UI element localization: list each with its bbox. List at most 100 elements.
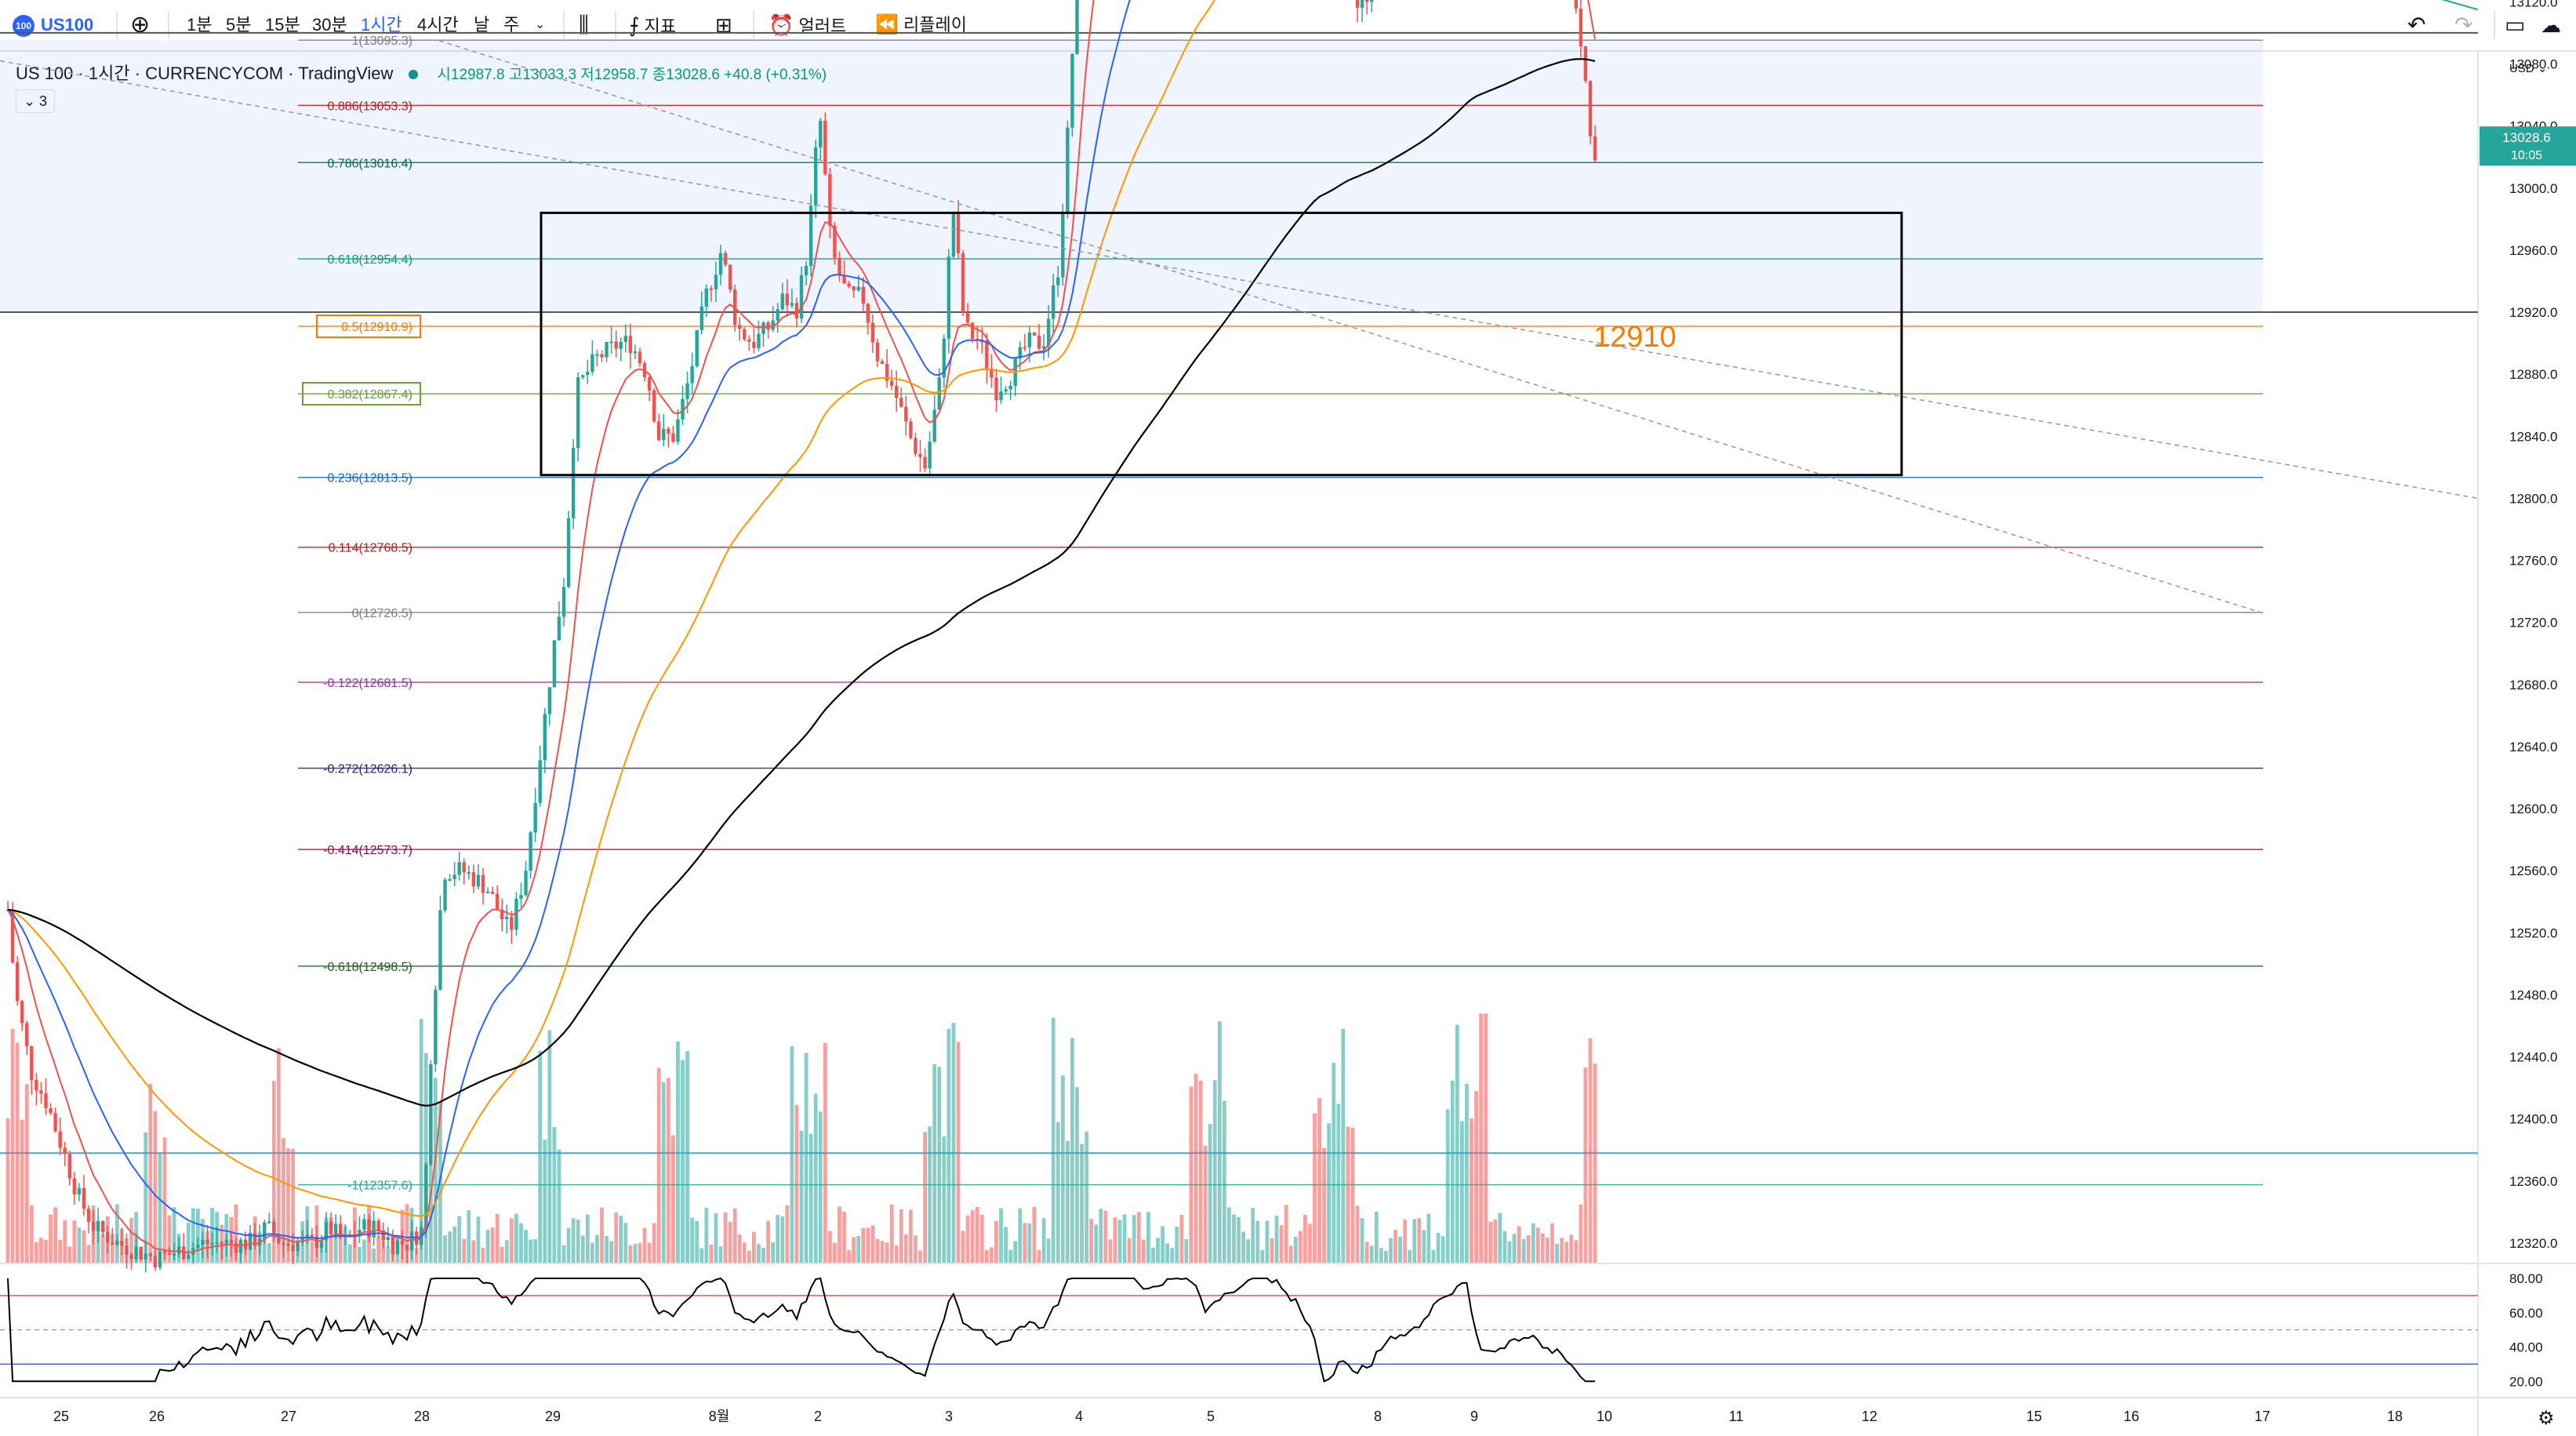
volume-bar [1322,1147,1327,1263]
interval-day[interactable]: 날 [474,15,490,35]
volume-bar [82,1230,86,1263]
indicators-collapse-toggle[interactable]: ⌄ 3 [16,89,55,113]
candle-body [790,303,794,306]
volume-bar [961,1231,965,1263]
volume-bar [481,1247,485,1263]
volume-bar [776,1215,780,1263]
interval-15m[interactable]: 15분 [265,15,300,35]
volume-bar [761,1247,765,1263]
candle-body [243,1239,248,1250]
replay-button[interactable]: ⏪ 리플레이 [875,0,967,50]
time-tick-label: 27 [281,1409,296,1424]
interval-1h[interactable]: 1시간 [361,15,402,35]
price-tick-label: 12960.0 [2509,243,2557,258]
volume-bar [875,1238,880,1263]
volume-bar [661,1082,666,1263]
candle-body [852,286,856,291]
volume-bar [1237,1216,1241,1263]
redo-icon[interactable]: ↷ [2454,13,2473,37]
volume-bar [1060,1075,1065,1263]
volume-bar [485,1229,490,1263]
interval-week[interactable]: 주 [503,15,520,35]
volume-bar [100,1234,105,1263]
volume-bar [277,1048,281,1263]
volume-bar [514,1213,518,1263]
volume-bar [291,1148,295,1263]
volume-bar [395,1236,400,1263]
volume-bar [1488,1222,1493,1263]
volume-bar [1540,1233,1545,1263]
snapshot-icon[interactable]: ☁ [2541,13,2561,37]
candle-body [961,253,965,313]
volume-bar [714,1212,718,1263]
candle-body [1370,0,1374,2]
candle-body [985,340,989,369]
volume-bar [172,1207,176,1263]
candle-body [1061,213,1065,278]
volume-bar [500,1246,504,1263]
volume-bar [1013,1241,1018,1263]
volume-bar [15,1042,20,1263]
chevron-down-icon[interactable]: ⌄ [535,18,546,31]
candle-body [372,1220,376,1238]
volume-bar [585,1214,590,1263]
price-tick-label: 12400.0 [2509,1112,2557,1127]
candle-body [58,1131,62,1148]
layouts-icon[interactable]: ⊞ [715,13,732,37]
volume-bar [1241,1231,1245,1263]
candle-body [875,342,880,362]
price-tick-label: 12440.0 [2509,1050,2557,1065]
time-tick-label: 18 [2387,1409,2403,1424]
volume-bar [571,1218,576,1263]
volume-bar [737,1234,742,1263]
volume-bar [1588,1038,1593,1263]
volume-bar [386,1246,391,1263]
candle-body [490,891,495,894]
candle-body [794,303,799,319]
candle-body [1355,0,1360,8]
volume-bar [614,1212,619,1263]
candle-body [880,361,885,365]
candle-body [310,1234,314,1237]
volume-bar [443,1235,447,1263]
volume-bar [794,1104,799,1263]
candle-body [956,213,961,254]
volume-bar [561,1245,566,1263]
fib-label-box [302,382,421,406]
fullscreen-icon[interactable]: ▭ [2505,13,2526,37]
interval-5m[interactable]: 5분 [226,15,252,35]
volume-bar [324,1217,329,1263]
volume-bar [1080,1143,1084,1263]
rsi-tick-label: 40.00 [2509,1340,2543,1355]
volume-bar [880,1241,885,1263]
volume-bar [1008,1249,1013,1263]
interval-30m[interactable]: 30분 [312,15,347,35]
volume-bar [909,1209,913,1263]
indicator-count: 3 [39,93,48,109]
candle-body [561,587,566,617]
candle-body [718,253,723,275]
volume-bar [310,1241,314,1263]
volume-bar [538,1050,543,1263]
interval-4h[interactable]: 4시간 [417,15,459,35]
volume-bar [1303,1214,1307,1263]
volume-bar [1251,1207,1255,1263]
candle-body [543,714,547,761]
candle-body [67,1154,71,1179]
volume-bar [1417,1218,1422,1263]
candle-body [728,264,732,290]
volume-bar [1232,1214,1236,1263]
volume-bar [1422,1230,1426,1263]
volume-bar [210,1208,214,1263]
volume-bar [495,1213,500,1263]
candles-icon[interactable]: ⫼ [579,13,589,37]
volume-bar [319,1243,324,1263]
candle-body [53,1113,57,1132]
volume-bar [942,1136,946,1263]
market-status-dot [409,70,419,80]
undo-icon[interactable]: ↶ [2407,13,2426,37]
candle-body [576,377,580,449]
interval-1m[interactable]: 1분 [187,15,213,35]
volume-bar [1032,1206,1037,1263]
